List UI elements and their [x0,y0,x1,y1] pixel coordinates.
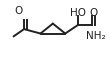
Text: HO: HO [70,8,86,18]
Text: O: O [15,6,23,16]
Text: O: O [89,8,97,18]
Text: NH₂: NH₂ [86,30,105,40]
